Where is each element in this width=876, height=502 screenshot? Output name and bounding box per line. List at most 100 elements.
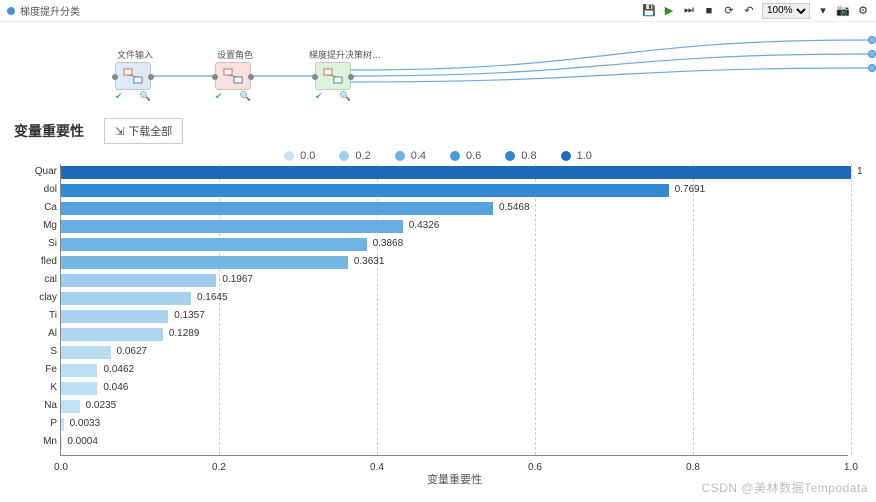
bar[interactable] [61,328,163,342]
step-icon[interactable]: ⏭ [682,4,696,17]
node-body[interactable] [115,62,151,90]
bar[interactable] [61,256,348,270]
workflow-node[interactable]: 梯度提升决策树… ✔ 🔍 [315,62,351,90]
y-tick-label: Ca [19,202,57,213]
value-label: 1 [857,166,863,177]
app-icon [6,6,16,16]
color-legend: 0.0 0.2 0.4 0.6 0.8 1.0 [14,150,862,162]
bar[interactable] [61,346,111,360]
bar[interactable] [61,364,97,378]
legend-item: 1.0 [561,150,592,162]
legend-item: 0.0 [284,150,315,162]
grid-line [535,164,536,455]
output-port[interactable] [868,64,876,72]
x-tick-label: 0.0 [54,462,68,473]
value-label: 0.3868 [373,238,404,249]
grid-line [851,164,852,455]
chart-plot: 变量重要性 0.00.20.40.60.81.0Quar1dol0.7691Ca… [60,164,848,492]
legend-label: 0.8 [521,150,536,162]
download-icon: ⇲ [115,125,124,138]
bar[interactable] [61,202,493,216]
y-tick-label: Fe [19,364,57,375]
output-port[interactable] [348,74,354,80]
value-label: 0.4326 [409,220,440,231]
bar[interactable] [61,274,216,288]
chevron-down-icon[interactable]: ▾ [816,4,830,17]
x-tick-label: 0.4 [370,462,384,473]
legend-swatch [561,151,571,161]
status-ok-icon: ✔ [215,91,223,102]
bar[interactable] [61,310,168,324]
bar[interactable] [61,220,403,234]
x-tick-label: 0.6 [528,462,542,473]
y-tick-label: Mn [19,436,57,447]
chart-panel: 变量重要性 ⇲ 下载全部 0.0 0.2 0.4 0.6 0.8 1.0 变量重要性 0.… [0,114,876,492]
x-tick-label: 1.0 [844,462,858,473]
legend-item: 0.4 [395,150,426,162]
value-label: 0.046 [103,382,128,393]
bar[interactable] [61,382,97,396]
y-tick-label: fled [19,256,57,267]
output-port[interactable] [148,74,154,80]
value-label: 0.0033 [70,418,101,429]
save-icon[interactable]: 💾 [642,4,656,17]
grid-line [693,164,694,455]
input-port[interactable] [112,74,118,80]
x-tick-label: 0.8 [686,462,700,473]
refresh-icon[interactable]: ⟳ [722,4,736,17]
inspect-icon[interactable]: 🔍 [140,91,151,102]
run-icon[interactable]: ▶ [662,4,676,17]
output-port[interactable] [868,50,876,58]
bar[interactable] [61,238,367,252]
bar[interactable] [61,418,64,432]
gear-icon[interactable]: ⚙ [856,4,870,17]
bar[interactable] [61,292,191,306]
node-icon [223,68,243,84]
chart-title: 变量重要性 [14,121,84,141]
legend-item: 0.8 [505,150,536,162]
status-ok-icon: ✔ [315,91,323,102]
status-ok-icon: ✔ [115,91,123,102]
y-tick-label: Si [19,238,57,249]
y-tick-label: Ti [19,310,57,321]
workflow-node[interactable]: 设置角色 ✔ 🔍 [215,62,251,90]
output-port[interactable] [248,74,254,80]
camera-icon[interactable]: 📷 [836,4,850,17]
workflow-node[interactable]: 文件输入 ✔ 🔍 [115,62,151,90]
value-label: 0.1289 [169,328,200,339]
node-label: 设置角色 [209,48,261,61]
input-port[interactable] [212,74,218,80]
stop-icon[interactable]: ■ [702,5,716,17]
y-tick-label: S [19,346,57,357]
value-label: 0.0004 [67,436,98,447]
download-all-button[interactable]: ⇲ 下载全部 [104,118,183,144]
legend-swatch [284,151,294,161]
node-body[interactable] [215,62,251,90]
legend-label: 1.0 [577,150,592,162]
zoom-select[interactable]: 50%75%100%125%150% [762,3,810,19]
workflow-canvas[interactable]: 文件输入 ✔ 🔍 设置角色 ✔ 🔍 [0,22,876,114]
legend-swatch [450,151,460,161]
output-port[interactable] [868,36,876,44]
legend-label: 0.2 [355,150,370,162]
node-body[interactable] [315,62,351,90]
legend-swatch [505,151,515,161]
legend-label: 0.0 [300,150,315,162]
y-tick-label: P [19,418,57,429]
bar[interactable] [61,184,669,198]
legend-item: 0.6 [450,150,481,162]
undo-icon[interactable]: ↶ [742,4,756,17]
bar[interactable] [61,166,851,180]
inspect-icon[interactable]: 🔍 [340,91,351,102]
x-axis-title: 变量重要性 [427,471,482,487]
input-port[interactable] [312,74,318,80]
y-tick-label: Quar [19,166,57,177]
inspect-icon[interactable]: 🔍 [240,91,251,102]
node-label: 梯度提升决策树… [309,48,361,61]
value-label: 0.1967 [222,274,253,285]
value-label: 0.7691 [675,184,706,195]
value-label: 0.3631 [354,256,385,267]
y-tick-label: Mg [19,220,57,231]
bar[interactable] [61,400,80,414]
y-tick-label: dol [19,184,57,195]
